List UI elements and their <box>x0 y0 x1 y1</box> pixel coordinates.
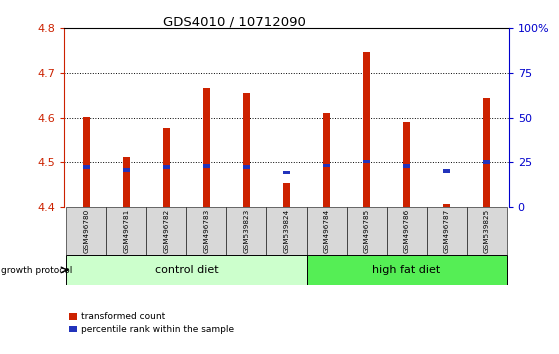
Bar <box>363 160 370 163</box>
Bar <box>387 207 427 255</box>
Text: GSM496784: GSM496784 <box>324 209 329 253</box>
Bar <box>226 207 267 255</box>
Bar <box>243 93 250 207</box>
Bar <box>323 113 330 207</box>
Bar <box>203 164 210 168</box>
Text: GSM496780: GSM496780 <box>83 209 89 253</box>
Bar <box>283 183 290 207</box>
Text: GSM496782: GSM496782 <box>163 209 169 253</box>
Bar <box>163 165 169 169</box>
Bar <box>67 207 106 255</box>
Bar <box>363 52 370 207</box>
Bar <box>123 168 130 172</box>
Bar <box>123 157 130 207</box>
Bar <box>186 207 226 255</box>
Text: GSM539825: GSM539825 <box>484 209 490 253</box>
Bar <box>347 207 387 255</box>
Bar <box>483 98 490 207</box>
Text: high fat diet: high fat diet <box>372 265 440 275</box>
Text: control diet: control diet <box>155 265 218 275</box>
Text: growth protocol: growth protocol <box>1 266 73 275</box>
Text: GSM539824: GSM539824 <box>283 209 290 253</box>
Text: GSM496781: GSM496781 <box>124 209 129 253</box>
Bar <box>484 160 490 164</box>
Bar <box>83 117 90 207</box>
Bar <box>403 122 410 207</box>
Bar <box>67 255 306 285</box>
Bar <box>243 165 250 169</box>
Legend: transformed count, percentile rank within the sample: transformed count, percentile rank withi… <box>69 313 235 334</box>
Bar <box>427 207 467 255</box>
Bar <box>306 207 347 255</box>
Text: GDS4010 / 10712090: GDS4010 / 10712090 <box>163 16 306 29</box>
Bar <box>83 165 89 169</box>
Bar <box>146 207 186 255</box>
Bar <box>404 164 410 168</box>
Bar <box>443 204 450 207</box>
Bar <box>203 88 210 207</box>
Bar <box>306 255 506 285</box>
Bar <box>267 207 306 255</box>
Text: GSM539823: GSM539823 <box>244 209 249 253</box>
Bar <box>283 171 290 175</box>
Text: GSM496785: GSM496785 <box>363 209 369 253</box>
Text: GSM496786: GSM496786 <box>404 209 410 253</box>
Bar <box>106 207 146 255</box>
Bar <box>323 164 330 167</box>
Text: GSM496787: GSM496787 <box>444 209 449 253</box>
Text: GSM496783: GSM496783 <box>203 209 210 253</box>
Bar <box>163 128 170 207</box>
Bar <box>467 207 506 255</box>
Bar <box>443 169 450 173</box>
